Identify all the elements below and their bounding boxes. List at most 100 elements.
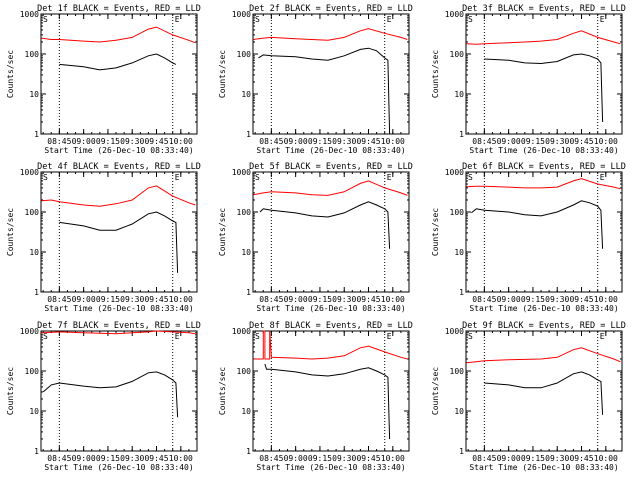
events-rate-line xyxy=(471,200,604,249)
lld-rate-line xyxy=(466,178,621,190)
x-tick-label: 09:30 xyxy=(332,295,356,304)
plot-frame xyxy=(252,171,410,293)
y-tick-label: 10 xyxy=(29,407,39,416)
plot-frame xyxy=(252,13,410,135)
y-tick-label: 10 xyxy=(454,248,464,257)
x-axis-label: Start Time (26-Dec-10 08:33:40) xyxy=(469,304,618,313)
x-tick-label: 09:15 xyxy=(308,454,332,463)
start-marker-label: S xyxy=(255,15,260,24)
y-tick-label: 1 xyxy=(246,288,251,297)
plot-frame xyxy=(252,330,410,452)
y-axis-label: Counts/sec xyxy=(218,367,227,415)
end-marker-label: E xyxy=(387,332,392,341)
x-tick-label: 09:15 xyxy=(96,137,120,146)
plot-frame xyxy=(40,171,198,293)
x-tick-label: 08:45 xyxy=(472,295,496,304)
x-tick-label: 09:00 xyxy=(497,137,521,146)
end-marker-label: E xyxy=(175,332,180,341)
x-tick-label: 09:45 xyxy=(356,454,380,463)
y-tick-label: 1000 xyxy=(20,327,39,336)
y-axis-label: Counts/sec xyxy=(218,50,227,98)
start-marker-label: S xyxy=(43,332,48,341)
events-rate-line xyxy=(264,363,391,440)
y-tick-label: 1 xyxy=(459,130,464,139)
x-axis-label: Start Time (26-Dec-10 08:33:40) xyxy=(44,463,193,472)
x-tick-label: 08:45 xyxy=(259,454,283,463)
y-tick-label: 10 xyxy=(241,248,251,257)
x-tick-label: 09:00 xyxy=(72,137,96,146)
y-axis-label: Counts/sec xyxy=(6,208,15,256)
x-axis-label: Start Time (26-Dec-10 08:33:40) xyxy=(256,304,405,313)
y-axis-label: Counts/sec xyxy=(218,208,227,256)
events-rate-line xyxy=(59,211,179,273)
y-tick-label: 1000 xyxy=(232,10,251,19)
x-tick-label: 09:15 xyxy=(308,137,332,146)
panel-title: Det 5f BLACK = Events, RED = LLD xyxy=(249,162,413,172)
x-tick-label: 09:45 xyxy=(144,137,168,146)
x-tick-label: 09:45 xyxy=(144,295,168,304)
x-axis-label: Start Time (26-Dec-10 08:33:40) xyxy=(44,146,193,155)
x-tick-label: 09:00 xyxy=(72,295,96,304)
panel-title: Det 9f BLACK = Events, RED = LLD xyxy=(462,321,626,331)
y-tick-label: 1 xyxy=(459,447,464,456)
y-tick-label: 100 xyxy=(25,208,40,217)
start-marker-label: S xyxy=(468,173,473,182)
panel-title: Det 7f BLACK = Events, RED = LLD xyxy=(37,321,201,331)
y-tick-label: 1000 xyxy=(232,168,251,177)
events-rate-line xyxy=(258,47,391,135)
y-tick-label: 100 xyxy=(450,367,465,376)
panel-title: Det 6f BLACK = Events, RED = LLD xyxy=(462,162,626,172)
x-tick-label: 09:30 xyxy=(120,137,144,146)
plot-frame xyxy=(465,13,623,135)
y-tick-label: 1 xyxy=(246,447,251,456)
y-axis-label: Counts/sec xyxy=(6,367,15,415)
x-tick-label: 10:00 xyxy=(594,137,618,146)
y-tick-label: 1 xyxy=(34,130,39,139)
events-rate-line xyxy=(259,201,391,249)
lld-rate-line xyxy=(466,30,621,45)
plot-frame xyxy=(465,171,623,293)
y-axis-label: Counts/sec xyxy=(431,367,440,415)
y-tick-label: 100 xyxy=(237,50,252,59)
y-tick-label: 1 xyxy=(246,130,251,139)
x-tick-label: 09:00 xyxy=(284,137,308,146)
y-axis-label: Counts/sec xyxy=(431,50,440,98)
x-axis-label: Start Time (26-Dec-10 08:33:40) xyxy=(44,304,193,313)
x-tick-label: 09:15 xyxy=(96,295,120,304)
x-axis-label: Start Time (26-Dec-10 08:33:40) xyxy=(256,146,405,155)
x-tick-label: 09:15 xyxy=(96,454,120,463)
y-tick-label: 10 xyxy=(29,248,39,257)
plot-frame xyxy=(40,330,198,452)
y-tick-label: 1000 xyxy=(445,168,464,177)
end-marker-label: E xyxy=(175,173,180,182)
start-marker-label: S xyxy=(468,332,473,341)
y-tick-label: 1 xyxy=(34,288,39,297)
lld-rate-line xyxy=(41,185,196,207)
x-tick-label: 09:00 xyxy=(72,454,96,463)
x-tick-label: 10:00 xyxy=(169,137,193,146)
start-marker-label: S xyxy=(468,15,473,24)
x-tick-label: 09:15 xyxy=(521,295,545,304)
lld-rate-line xyxy=(41,26,196,44)
lld-rate-line xyxy=(466,347,621,364)
y-tick-label: 100 xyxy=(450,50,465,59)
x-tick-label: 09:45 xyxy=(569,454,593,463)
panel-title: Det 3f BLACK = Events, RED = LLD xyxy=(462,4,626,14)
plot-frame xyxy=(465,330,623,452)
panel-title: Det 2f BLACK = Events, RED = LLD xyxy=(249,4,413,14)
x-tick-label: 10:00 xyxy=(381,454,405,463)
y-axis-label: Counts/sec xyxy=(431,208,440,256)
panel-title: Det 8f BLACK = Events, RED = LLD xyxy=(249,321,413,331)
y-tick-label: 1000 xyxy=(445,10,464,19)
y-tick-label: 1 xyxy=(459,288,464,297)
lld-rate-line xyxy=(41,330,196,335)
y-tick-label: 1 xyxy=(34,447,39,456)
events-rate-line xyxy=(59,53,177,71)
